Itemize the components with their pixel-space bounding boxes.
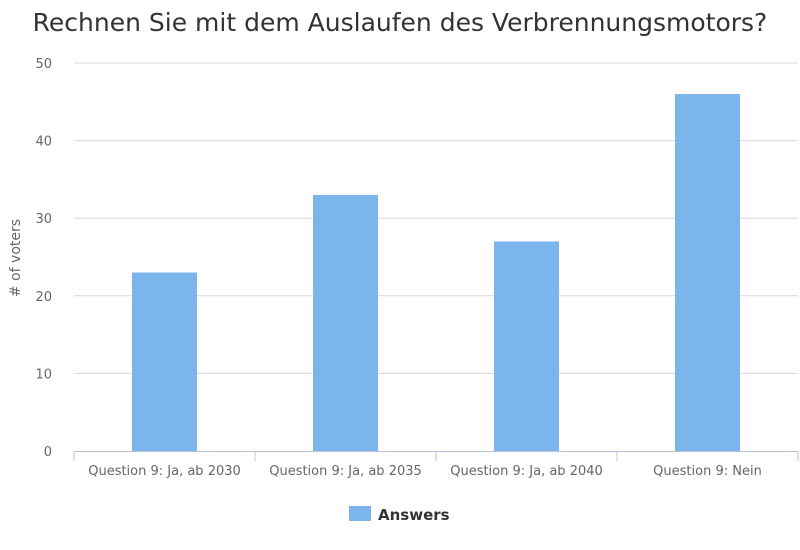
y-tick-label: 40 — [35, 135, 52, 150]
y-tick-label: 20 — [35, 290, 52, 305]
chart-title: Rechnen Sie mit dem Auslaufen des Verbre… — [32, 8, 768, 37]
x-category-label: Question 9: Ja, ab 2030 — [88, 464, 241, 479]
x-category-label: Question 9: Ja, ab 2040 — [450, 464, 603, 479]
bar-2[interactable] — [313, 194, 378, 452]
legend-swatch-answers[interactable] — [349, 506, 371, 521]
y-tick-label: 10 — [35, 367, 52, 382]
y-axis-title: # of voters — [8, 219, 24, 297]
y-axis-ticks: 0 10 20 30 40 50 — [35, 57, 52, 460]
legend[interactable]: Answers — [349, 506, 450, 524]
x-category-label: Question 9: Nein — [653, 464, 762, 479]
legend-label-answers[interactable]: Answers — [378, 506, 450, 524]
y-tick-label: 0 — [44, 445, 52, 460]
y-tick-label: 30 — [35, 212, 52, 227]
x-axis: Question 9: Ja, ab 2030 Question 9: Ja, a… — [73, 451, 799, 479]
bars — [132, 94, 740, 452]
bar-4[interactable] — [675, 94, 740, 451]
bar-3[interactable] — [494, 241, 559, 451]
x-category-label: Question 9: Ja, ab 2035 — [269, 464, 422, 479]
y-tick-label: 50 — [35, 57, 52, 72]
bar-1[interactable] — [132, 272, 197, 451]
